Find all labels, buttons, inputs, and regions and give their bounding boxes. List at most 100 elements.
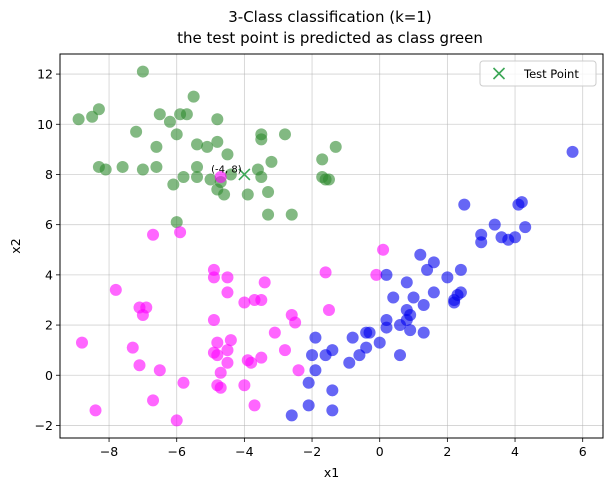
data-point-class-2 bbox=[519, 221, 532, 234]
data-point-class-1 bbox=[214, 170, 227, 183]
data-point-class-1 bbox=[255, 293, 268, 306]
y-tick-label: 6 bbox=[45, 217, 53, 232]
data-point-class-2 bbox=[407, 291, 420, 304]
data-point-class-0 bbox=[316, 153, 329, 166]
data-point-class-2 bbox=[309, 364, 322, 377]
data-point-class-1 bbox=[211, 349, 224, 362]
data-point-class-1 bbox=[174, 226, 187, 239]
x-tick-label: −6 bbox=[168, 444, 186, 459]
data-point-class-1 bbox=[255, 351, 268, 364]
x-tick-label: −4 bbox=[235, 444, 253, 459]
data-point-class-0 bbox=[211, 135, 224, 148]
plot-frame bbox=[59, 53, 604, 439]
chart-title-line-1: 3-Class classification (k=1) bbox=[228, 8, 431, 26]
y-tick-label: −2 bbox=[35, 418, 53, 433]
data-point-class-1 bbox=[248, 399, 261, 412]
data-point-class-1 bbox=[224, 334, 237, 347]
data-point-class-0 bbox=[136, 65, 149, 78]
data-point-class-1 bbox=[75, 336, 88, 349]
data-point-class-0 bbox=[191, 160, 204, 173]
data-point-class-2 bbox=[488, 218, 501, 231]
data-point-class-2 bbox=[512, 198, 525, 211]
y-tick-label: 12 bbox=[37, 67, 53, 82]
y-tick-label: 4 bbox=[45, 267, 53, 282]
data-point-class-2 bbox=[319, 349, 332, 362]
data-point-class-1 bbox=[238, 379, 251, 392]
data-point-class-2 bbox=[458, 198, 471, 211]
data-point-class-1 bbox=[238, 296, 251, 309]
data-point-class-0 bbox=[99, 163, 112, 176]
data-point-class-0 bbox=[130, 125, 143, 138]
data-point-class-0 bbox=[150, 160, 163, 173]
data-point-class-1 bbox=[89, 404, 102, 417]
data-point-class-2 bbox=[380, 268, 393, 281]
data-point-class-2 bbox=[427, 286, 440, 299]
y-tick-label: 8 bbox=[45, 167, 53, 182]
data-point-class-1 bbox=[207, 271, 220, 284]
data-point-class-0 bbox=[150, 140, 163, 153]
data-point-class-0 bbox=[170, 128, 183, 141]
data-point-class-0 bbox=[211, 113, 224, 126]
data-point-class-0 bbox=[177, 170, 190, 183]
data-point-class-0 bbox=[187, 90, 200, 103]
data-point-class-1 bbox=[370, 268, 383, 281]
data-point-class-2 bbox=[309, 331, 322, 344]
data-point-class-0 bbox=[116, 160, 129, 173]
data-point-class-1 bbox=[221, 271, 234, 284]
axis-ticks: −8 −6 −4 −2 0 2 4 6 −2 0 2 4 6 8 10 12 bbox=[35, 67, 587, 459]
data-point-class-2 bbox=[302, 399, 315, 412]
data-point-class-1 bbox=[207, 314, 220, 327]
data-point-class-1 bbox=[292, 364, 305, 377]
y-tick-label: 0 bbox=[45, 368, 53, 383]
data-point-class-2 bbox=[400, 276, 413, 289]
data-point-class-2 bbox=[566, 145, 579, 158]
test-point-marker bbox=[238, 168, 251, 181]
test-point-annotation: (-4, 8) bbox=[211, 164, 242, 175]
data-point-class-0 bbox=[322, 173, 335, 186]
data-point-class-1 bbox=[177, 376, 190, 389]
data-point-class-0 bbox=[262, 186, 275, 199]
data-point-class-0 bbox=[265, 155, 278, 168]
data-points bbox=[72, 65, 579, 427]
legend-marker-test-point bbox=[492, 67, 506, 80]
x-tick-label: −2 bbox=[303, 444, 321, 459]
data-point-class-0 bbox=[224, 168, 237, 181]
data-point-class-2 bbox=[360, 341, 373, 354]
legend: Test Point bbox=[479, 60, 597, 87]
data-point-class-2 bbox=[326, 384, 339, 397]
data-point-class-2 bbox=[454, 286, 467, 299]
data-point-class-0 bbox=[170, 216, 183, 229]
grid-lines bbox=[60, 54, 603, 438]
data-point-class-1 bbox=[147, 228, 160, 241]
data-point-class-0 bbox=[241, 188, 254, 201]
data-point-class-1 bbox=[136, 309, 149, 322]
data-point-class-2 bbox=[387, 291, 400, 304]
y-tick-label: 10 bbox=[37, 117, 53, 132]
legend-cross-b bbox=[492, 67, 506, 80]
data-point-class-1 bbox=[147, 394, 160, 407]
data-point-class-0 bbox=[180, 108, 193, 121]
data-point-class-1 bbox=[289, 316, 302, 329]
data-point-class-0 bbox=[191, 138, 204, 151]
data-point-class-0 bbox=[278, 128, 291, 141]
data-point-class-0 bbox=[204, 173, 217, 186]
data-point-class-2 bbox=[475, 236, 488, 249]
data-point-class-0 bbox=[191, 170, 204, 183]
x-tick-label: 4 bbox=[511, 444, 519, 459]
data-point-class-1 bbox=[377, 243, 390, 256]
data-point-class-0 bbox=[167, 178, 180, 191]
data-point-class-0 bbox=[262, 208, 275, 221]
data-point-class-0 bbox=[136, 163, 149, 176]
data-point-class-1 bbox=[241, 354, 254, 367]
chart-title-line-2: the test point is predicted as class gre… bbox=[177, 29, 483, 47]
data-point-class-0 bbox=[221, 148, 234, 161]
legend-label-test-point: Test Point bbox=[523, 67, 579, 81]
data-point-class-0 bbox=[86, 110, 99, 123]
data-point-class-2 bbox=[414, 248, 427, 261]
x-tick-label: 0 bbox=[376, 444, 384, 459]
data-point-class-2 bbox=[400, 314, 413, 327]
data-point-class-2 bbox=[373, 336, 386, 349]
y-axis-label: x2 bbox=[8, 238, 23, 253]
x-tick-label: 2 bbox=[443, 444, 451, 459]
